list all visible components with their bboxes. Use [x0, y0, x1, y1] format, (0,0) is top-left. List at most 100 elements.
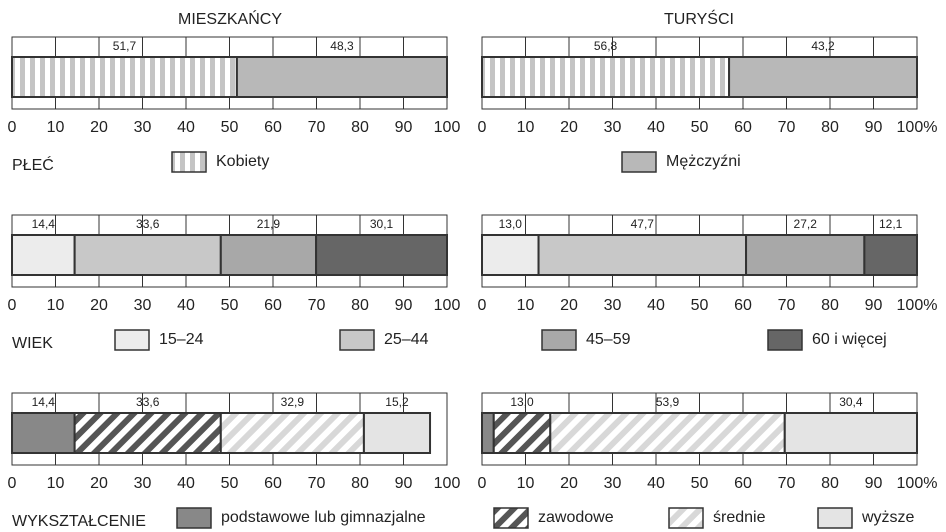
bar-segment — [219, 234, 318, 276]
legend-label: 25–44 — [384, 331, 429, 348]
x-tick-label: 0 — [478, 297, 487, 314]
x-tick-label: 100% — [897, 297, 938, 314]
value-label: 48,3 — [330, 39, 354, 53]
x-tick-label: 60 — [264, 119, 282, 136]
x-tick-label: 60 — [734, 297, 752, 314]
x-tick-label: 10 — [47, 119, 65, 136]
legend-swatch — [171, 151, 207, 173]
value-label: 30,1 — [370, 217, 394, 231]
x-tick-label: 30 — [134, 475, 152, 492]
row-title: WIEK — [12, 335, 53, 352]
x-tick-label: 30 — [604, 119, 622, 136]
x-tick-label: 20 — [560, 297, 578, 314]
value-label: 14,4 — [32, 395, 56, 409]
x-tick-label: 70 — [778, 119, 796, 136]
x-tick-label: 100% — [897, 119, 938, 136]
x-tick-label: 20 — [90, 475, 108, 492]
legend-label: 45–59 — [586, 331, 631, 348]
legend-label: zawodowe — [538, 509, 614, 526]
x-tick-label: 80 — [351, 119, 369, 136]
x-tick-label: 0 — [8, 475, 17, 492]
legend-swatch — [541, 329, 577, 351]
bar-segment — [315, 234, 448, 276]
legend-label: średnie — [713, 509, 766, 526]
x-tick-label: 30 — [134, 297, 152, 314]
x-tick-label: 90 — [865, 297, 883, 314]
x-tick-label: 80 — [821, 475, 839, 492]
x-tick-label: 80 — [351, 475, 369, 492]
value-label: 33,6 — [136, 217, 160, 231]
bar-segment — [783, 412, 919, 454]
x-tick-label: 50 — [691, 297, 709, 314]
x-tick-label: 100 — [434, 475, 461, 492]
x-tick-label: 10 — [517, 119, 535, 136]
legend-label: Kobiety — [216, 153, 269, 170]
x-tick-label: 50 — [691, 475, 709, 492]
value-label: 13,0 — [499, 217, 523, 231]
x-tick-label: 0 — [8, 297, 17, 314]
x-tick-label: 70 — [308, 475, 326, 492]
legend-swatch — [493, 507, 529, 529]
bar-segment — [481, 412, 495, 454]
x-tick-label: 0 — [478, 475, 487, 492]
column-title: MIESZKAŃCY — [178, 9, 282, 28]
x-tick-label: 70 — [308, 119, 326, 136]
x-tick-label: 90 — [865, 119, 883, 136]
x-tick-label: 20 — [560, 119, 578, 136]
bar-segment — [11, 412, 76, 454]
x-tick-label: 10 — [517, 297, 535, 314]
x-tick-label: 60 — [734, 119, 752, 136]
bar-segment — [481, 56, 731, 98]
x-tick-label: 30 — [134, 119, 152, 136]
bar-segment — [73, 412, 222, 454]
x-tick-label: 70 — [778, 297, 796, 314]
x-tick-label: 50 — [691, 119, 709, 136]
x-tick-label: 10 — [47, 297, 65, 314]
legend-swatch — [114, 329, 150, 351]
legend-swatch — [767, 329, 803, 351]
x-tick-label: 70 — [778, 475, 796, 492]
value-label: 56,8 — [594, 39, 618, 53]
legend-label: 60 i więcej — [812, 331, 887, 348]
legend-swatch — [339, 329, 375, 351]
bar-segment — [235, 56, 448, 98]
x-tick-label: 50 — [221, 119, 239, 136]
x-tick-label: 100 — [434, 297, 461, 314]
x-tick-label: 10 — [47, 475, 65, 492]
x-tick-label: 40 — [177, 475, 195, 492]
x-tick-label: 20 — [90, 119, 108, 136]
x-tick-label: 90 — [395, 119, 413, 136]
x-tick-label: 30 — [604, 475, 622, 492]
x-tick-label: 40 — [177, 119, 195, 136]
x-tick-label: 70 — [308, 297, 326, 314]
column-title: TURYŚCI — [664, 9, 734, 28]
legend-label: 15–24 — [159, 331, 204, 348]
legend-swatch — [621, 151, 657, 173]
bar-segment — [11, 234, 76, 276]
x-tick-label: 100% — [897, 475, 938, 492]
bar-segment — [537, 234, 748, 276]
bar-segment — [549, 412, 786, 454]
value-label: 30,4 — [839, 395, 863, 409]
legend-swatch — [668, 507, 704, 529]
bar-segment — [219, 412, 365, 454]
x-tick-label: 80 — [821, 119, 839, 136]
legend-label: Mężczyźni — [666, 153, 741, 170]
value-label: 33,6 — [136, 395, 160, 409]
bar-segment — [73, 234, 222, 276]
legend-label: podstawowe lub gimnazjalne — [221, 509, 426, 526]
x-tick-label: 0 — [8, 119, 17, 136]
x-tick-label: 20 — [90, 297, 108, 314]
row-title: WYKSZTAŁCENIE — [12, 513, 146, 530]
value-label: 15,2 — [385, 395, 409, 409]
legend-swatch — [176, 507, 212, 529]
legend-swatch — [817, 507, 853, 529]
bar-segment — [481, 234, 540, 276]
value-label: 32,9 — [281, 395, 305, 409]
x-tick-label: 10 — [517, 475, 535, 492]
value-label: 13,0 — [510, 395, 534, 409]
legend-label: wyższe — [861, 509, 915, 526]
bar-segment — [492, 412, 552, 454]
x-tick-label: 60 — [264, 475, 282, 492]
x-tick-label: 40 — [647, 297, 665, 314]
